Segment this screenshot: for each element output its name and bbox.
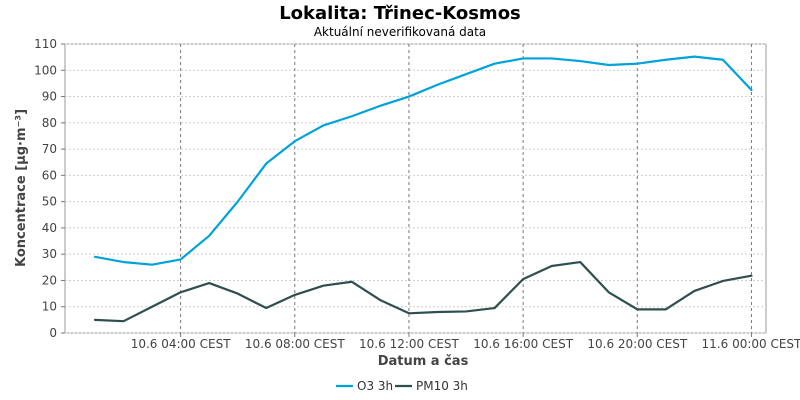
y-tick-label: 60 <box>42 168 57 182</box>
y-tick-label: 30 <box>42 247 57 261</box>
y-tick-label: 100 <box>34 63 57 77</box>
y-tick-label: 90 <box>42 90 57 104</box>
x-axis-label: Datum a čas <box>378 354 469 369</box>
o3-legend-label: O3 3h <box>357 379 393 393</box>
o3-series-line <box>93 55 753 266</box>
x-tick-label: 10.6 20:00 CEST <box>587 337 688 351</box>
y-tick-label: 20 <box>42 273 57 287</box>
x-tick-label: 10.6 08:00 CEST <box>245 337 346 351</box>
y-tick-label: 0 <box>49 326 57 340</box>
x-tick-label: 11.6 00:00 CEST <box>702 337 800 351</box>
chart-title: Lokalita: Třinec-Kosmos <box>279 3 521 24</box>
y-tick-label: 80 <box>42 116 57 130</box>
pm10-series-line <box>93 260 753 323</box>
x-tick-label: 10.6 04:00 CEST <box>131 337 232 351</box>
legend: O3 3h PM10 3h <box>336 379 468 393</box>
x-tick-label: 10.6 16:00 CEST <box>473 337 574 351</box>
pm10-legend-label: PM10 3h <box>416 379 468 393</box>
y-tick-label: 40 <box>42 221 57 235</box>
y-tick-label: 50 <box>42 195 57 209</box>
x-tick-label: 10.6 12:00 CEST <box>359 337 460 351</box>
plot-background <box>64 43 767 334</box>
plot-area: 0 10 20 30 40 50 60 70 80 90 100 110 10.6 04:00 CEST… <box>34 37 800 351</box>
y-axis-label: Koncentrace [µg·m⁻³] <box>14 109 29 267</box>
y-tick-label: 70 <box>42 142 57 156</box>
y-tick-label: 110 <box>34 37 57 51</box>
y-tick-label: 10 <box>42 300 57 314</box>
chart-subtitle: Aktuální neverifikovaná data <box>314 25 486 39</box>
